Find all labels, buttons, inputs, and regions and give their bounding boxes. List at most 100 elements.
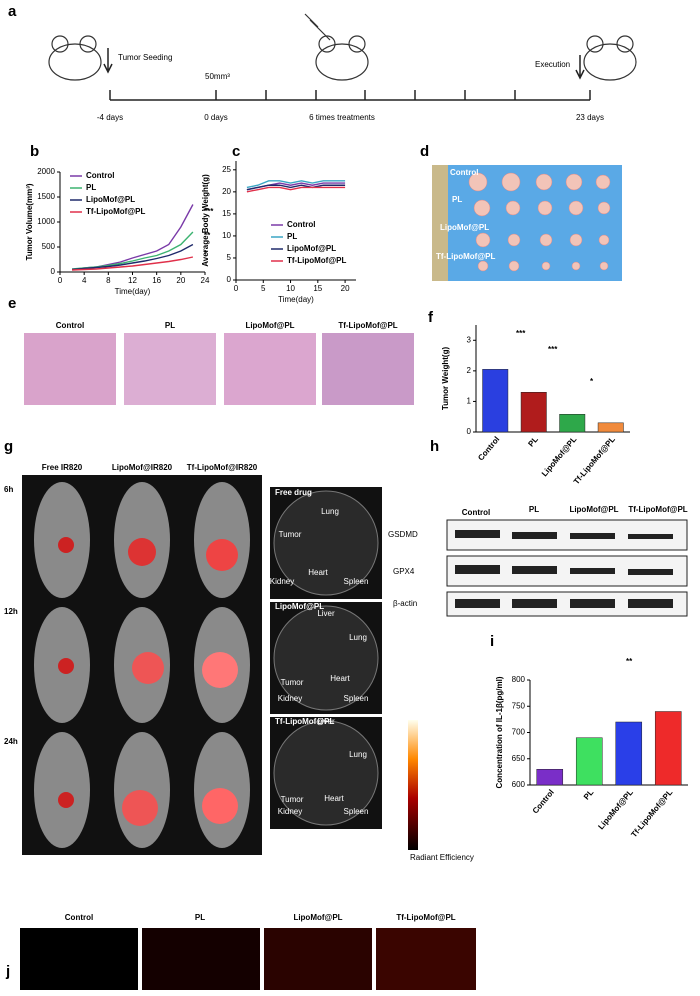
y-axis-label: Concentration of IL-1β(pg/ml) xyxy=(495,676,504,788)
organ-label: Lung xyxy=(321,507,339,516)
significance: *** xyxy=(204,207,214,216)
dish-title: Tf-LipoMof@PL xyxy=(275,717,334,726)
protein-label: GPX4 xyxy=(393,567,415,576)
y-tick-label: 1000 xyxy=(37,217,55,226)
group-label: Tf-LipoMof@PL xyxy=(436,252,495,261)
y-tick-label: 0 xyxy=(51,267,56,276)
bar xyxy=(575,737,603,786)
y-tick-label: 700 xyxy=(512,728,526,737)
ruler xyxy=(432,165,448,281)
panel-label: b xyxy=(30,143,39,160)
x-tick-label: Tf-LipoMof@PL xyxy=(572,435,617,486)
organ-label: Lung xyxy=(349,633,367,642)
y-tick-label: 15 xyxy=(222,209,231,218)
organ-label: Heart xyxy=(308,568,328,577)
organ-label: Lung xyxy=(349,750,367,759)
y-axis-label: Average Body Weight(g) xyxy=(201,174,210,267)
x-tick-label: 16 xyxy=(152,276,161,285)
x-tick-label: 15 xyxy=(313,284,322,293)
group-label: Tf-LipoMof@PL xyxy=(338,321,397,330)
series-line xyxy=(72,256,194,271)
column-label: LipoMof@IR820 xyxy=(112,463,173,472)
group-label: Control xyxy=(450,168,478,177)
histology-image xyxy=(124,333,216,405)
x-axis-label: Time(day) xyxy=(278,295,314,304)
series-line xyxy=(246,184,346,191)
timeline-ticks xyxy=(103,48,591,100)
group-label: Control xyxy=(462,508,490,517)
bar xyxy=(520,392,547,433)
organ-label: Liver xyxy=(317,609,335,618)
protein-label: β-actin xyxy=(393,599,417,608)
bar xyxy=(536,769,564,786)
time-label: 24h xyxy=(4,737,18,746)
y-tick-label: 0 xyxy=(467,427,472,436)
bar xyxy=(482,369,509,433)
y-axis-label: Tumor Volume(mm³) xyxy=(25,183,34,260)
significance: ** xyxy=(626,657,633,666)
panel-label: e xyxy=(8,295,16,312)
x-tick-label: Control xyxy=(531,788,556,816)
day-label: 23 days xyxy=(576,113,604,122)
y-tick-label: 500 xyxy=(42,242,56,251)
group-label: PL xyxy=(529,505,539,514)
mouse-images xyxy=(22,475,262,855)
panel-label: g xyxy=(4,438,13,455)
histology-image xyxy=(24,333,116,405)
group-label: LipoMof@PL xyxy=(245,321,294,330)
execution-label: Execution xyxy=(535,60,570,69)
blot-images xyxy=(446,519,688,617)
organ-label: Spleen xyxy=(344,807,369,816)
y-tick-label: 800 xyxy=(512,675,526,684)
organ-label: Kidney xyxy=(278,694,302,703)
group-label: Control xyxy=(65,913,93,922)
y-tick-label: 20 xyxy=(222,187,231,196)
day-label: -4 days xyxy=(97,113,123,122)
organ-label: Spleen xyxy=(344,577,369,586)
x-axis-label: Time(day) xyxy=(115,287,151,296)
histology-image xyxy=(224,333,316,405)
organ-label: Heart xyxy=(330,674,350,683)
bar xyxy=(654,711,682,786)
seeding-label: Tumor Seeding xyxy=(118,53,172,62)
y-axis-label: Tumor Weight(g) xyxy=(441,347,450,411)
protein-label: GSDMD xyxy=(388,530,418,539)
legend-label: LipoMof@PL xyxy=(86,195,135,204)
group-label: LipoMof@PL xyxy=(569,505,618,514)
organ-label: Tumor xyxy=(281,795,304,804)
organ-label: Kidney xyxy=(278,807,302,816)
x-tick-label: PL xyxy=(526,435,540,449)
x-tick-label: 8 xyxy=(106,276,111,285)
series-line xyxy=(246,186,346,193)
fluorescence-image xyxy=(20,928,138,990)
bar xyxy=(559,414,586,433)
x-tick-label: 20 xyxy=(341,284,350,293)
bar xyxy=(597,422,624,433)
group-label: PL xyxy=(452,195,462,204)
x-tick-label: Tf-LipoMof@PL xyxy=(629,788,674,839)
series-line xyxy=(72,243,194,271)
organ-label: Tumor xyxy=(281,678,304,687)
dish-title: Free drug xyxy=(275,488,312,497)
x-tick-label: 0 xyxy=(234,284,239,293)
legend-label: PL xyxy=(287,232,297,241)
legend-label: Tf-LipoMof@PL xyxy=(287,256,346,265)
significance: *** xyxy=(548,345,558,354)
group-label: LipoMof@PL xyxy=(440,223,489,232)
bar xyxy=(615,721,643,786)
significance: ** xyxy=(204,231,211,240)
fluorescence-image xyxy=(264,928,372,990)
x-tick-label: 10 xyxy=(286,284,295,293)
x-tick-label: 4 xyxy=(82,276,87,285)
y-tick-label: 25 xyxy=(222,165,231,174)
legend-label: Control xyxy=(86,171,114,180)
color-bar xyxy=(408,720,418,850)
x-tick-label: LipoMof@PL xyxy=(540,435,579,479)
series-line xyxy=(246,180,346,189)
time-label: 6h xyxy=(4,485,13,494)
column-label: Tf-LipoMof@IR820 xyxy=(187,463,258,472)
volume-label: 50mm³ xyxy=(205,72,230,81)
organ-label: Tumor xyxy=(279,530,302,539)
fluorescence-image xyxy=(376,928,476,990)
